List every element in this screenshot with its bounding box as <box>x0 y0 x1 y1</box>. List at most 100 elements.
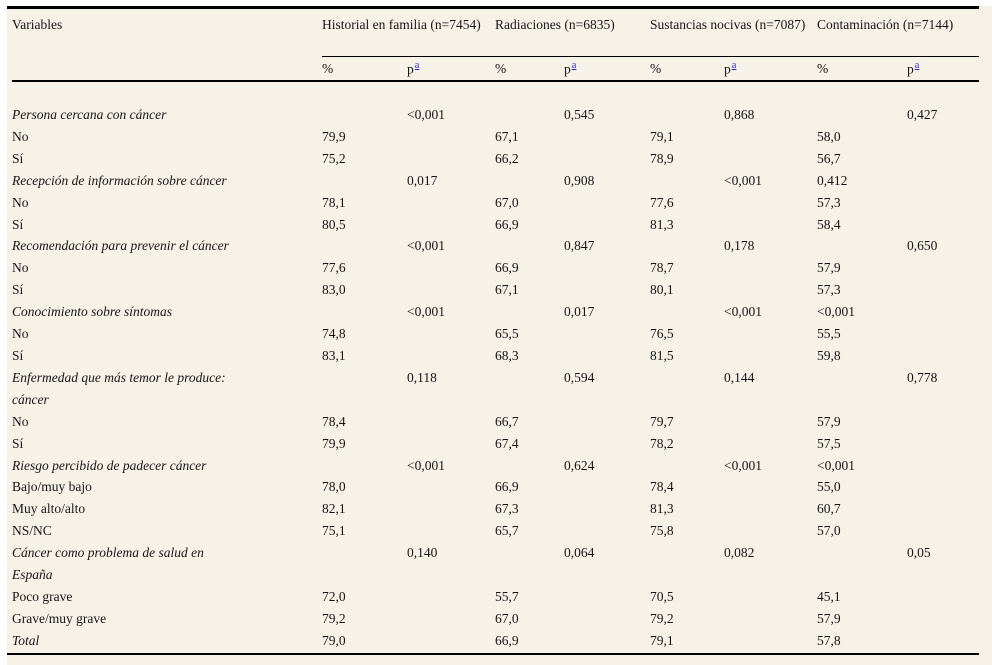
contaminacion-percent-cell: 58,0 <box>817 128 841 144</box>
row-label: Sí <box>12 150 24 166</box>
radiaciones-percent-cell: 55,7 <box>495 588 519 604</box>
sustancias-percent-cell: 79,2 <box>650 610 674 626</box>
radiaciones-percent-cell: 66,9 <box>495 216 519 232</box>
sustancias-percent-cell: 81,5 <box>650 347 674 363</box>
table-row: Grave/muy grave 79,2 67,0 79,2 57,9 <box>12 608 979 630</box>
historial-percent-cell: 79,9 <box>322 128 346 144</box>
contaminacion-p-cell: 0,427 <box>907 107 938 122</box>
p-header: pa <box>724 60 817 78</box>
p-label: p <box>564 61 571 77</box>
row-label: No <box>12 260 29 276</box>
footnote-a-link[interactable]: a <box>731 59 737 71</box>
percent-header: % <box>650 60 662 76</box>
table-row: Muy alto/alto 82,1 67,3 81,3 60,7 <box>12 498 979 520</box>
group-header-historial: Historial en familia (n=7454) <box>322 17 481 32</box>
historial-percent-cell: 83,0 <box>322 282 346 298</box>
sustancias-p-cell: 0,144 <box>724 369 755 385</box>
radiaciones-p-cell: 0,545 <box>564 107 595 122</box>
row-label: Riesgo percibido de padecer cáncer <box>12 457 207 473</box>
group-header-sustancias: Sustancias nocivas (n=7087) <box>650 17 806 32</box>
row-label: Grave/muy grave <box>12 610 107 626</box>
sustancias-percent-cell: 79,7 <box>650 413 674 429</box>
table-row: No 74,8 65,5 76,5 55,5 <box>12 323 979 345</box>
contaminacion-percent-cell: 55,0 <box>817 479 841 495</box>
historial-p-cell: <0,001 <box>407 107 445 122</box>
table-row: Conocimiento sobre síntomas <0,001 0,017… <box>12 301 979 323</box>
radiaciones-p-cell: 0,017 <box>564 304 595 320</box>
row-label: Recepción de información sobre cáncer <box>12 172 227 188</box>
table-row: Recepción de información sobre cáncer 0,… <box>12 170 979 192</box>
historial-percent-cell: 78,1 <box>322 194 346 210</box>
contaminacion-p-cell: 0,778 <box>907 369 938 385</box>
historial-p-cell: <0,001 <box>407 457 445 473</box>
footnote-a-link[interactable]: a <box>414 59 420 71</box>
historial-percent-cell: 75,2 <box>322 150 346 166</box>
sustancias-percent-cell: 78,2 <box>650 435 674 451</box>
table-row: Bajo/muy bajo 78,0 66,9 78,4 55,0 <box>12 476 979 498</box>
table-row: Poco grave 72,0 55,7 70,5 45,1 <box>12 586 979 608</box>
historial-percent-cell: 77,6 <box>322 260 346 276</box>
radiaciones-p-cell: 0,847 <box>564 238 595 254</box>
group-header-row: Variables Historial en familia (n=7454) … <box>12 9 979 56</box>
sustancias-p-cell: <0,001 <box>724 304 762 320</box>
row-label: Bajo/muy bajo <box>12 479 92 495</box>
table-body: Persona cercana con cáncer <0,001 0,545 … <box>12 82 979 653</box>
sustancias-p-cell: 0,082 <box>724 545 755 561</box>
radiaciones-percent-cell: 65,5 <box>495 326 519 342</box>
row-label: Poco grave <box>12 588 73 604</box>
table-row: Cáncer como problema de salud en España 0… <box>12 542 979 586</box>
historial-p-cell: 0,140 <box>407 545 438 561</box>
radiaciones-percent-cell: 68,3 <box>495 347 519 363</box>
sustancias-percent-cell: 78,7 <box>650 260 674 276</box>
radiaciones-p-cell: 0,624 <box>564 457 595 473</box>
subheader-row: % pa % pa % pa % pa <box>12 57 979 80</box>
group-header-contaminacion: Contaminación (n=7144) <box>817 17 954 32</box>
row-label: No <box>12 128 29 144</box>
historial-p-cell: <0,001 <box>407 304 445 320</box>
header-subrule <box>322 56 979 57</box>
percent-header: % <box>495 60 507 76</box>
table-row: Total 79,0 66,9 79,1 57,8 <box>12 630 979 652</box>
footnote-a-link[interactable]: a <box>914 59 920 71</box>
row-label: Sí <box>12 347 24 363</box>
row-label: Sí <box>12 435 24 451</box>
radiaciones-p-cell: 0,594 <box>564 369 595 385</box>
radiaciones-percent-cell: 67,4 <box>495 435 519 451</box>
contaminacion-percent-cell: 57,9 <box>817 260 841 276</box>
historial-p-cell: <0,001 <box>407 238 445 254</box>
table-row: No 78,4 66,7 79,7 57,9 <box>12 411 979 433</box>
contaminacion-percent-cell: 57,8 <box>817 632 841 648</box>
sustancias-p-cell: 0,178 <box>724 238 755 254</box>
historial-percent-cell: 83,1 <box>322 347 346 363</box>
radiaciones-percent-cell: 66,9 <box>495 479 519 495</box>
sustancias-p-cell: <0,001 <box>724 172 762 188</box>
sustancias-percent-cell: 78,9 <box>650 150 674 166</box>
row-label: Total <box>12 632 40 648</box>
table-row: No 79,9 67,1 79,1 58,0 <box>12 126 979 148</box>
contaminacion-percent-cell: 0,412 <box>817 172 848 188</box>
contaminacion-percent-cell: 57,3 <box>817 282 841 298</box>
group-header-radiaciones: Radiaciones (n=6835) <box>495 17 615 32</box>
footnote-a-link[interactable]: a <box>571 59 577 71</box>
table-header: Variables Historial en familia (n=7454) … <box>12 9 979 82</box>
historial-percent-cell: 79,9 <box>322 435 346 451</box>
radiaciones-percent-cell: 67,3 <box>495 501 519 517</box>
radiaciones-percent-cell: 66,9 <box>495 260 519 276</box>
contaminacion-p-cell: 0,05 <box>907 545 931 561</box>
historial-percent-cell: 82,1 <box>322 501 346 517</box>
sustancias-percent-cell: 77,6 <box>650 194 674 210</box>
sustancias-percent-cell: 79,1 <box>650 632 674 648</box>
historial-percent-cell: 72,0 <box>322 588 346 604</box>
table-row: Sí 83,0 67,1 80,1 57,3 <box>12 279 979 301</box>
p-label: p <box>407 61 414 77</box>
contaminacion-percent-cell: 55,5 <box>817 326 841 342</box>
table-row: No 78,1 67,0 77,6 57,3 <box>12 192 979 214</box>
p-header: pa <box>407 60 495 78</box>
sustancias-percent-cell: 76,5 <box>650 326 674 342</box>
row-label: Enfermedad que más temor le produce: cánc… <box>12 369 226 407</box>
radiaciones-percent-cell: 66,2 <box>495 150 519 166</box>
contaminacion-percent-cell: 57,3 <box>817 194 841 210</box>
row-label: No <box>12 413 29 429</box>
row-label: Sí <box>12 282 24 298</box>
radiaciones-percent-cell: 67,1 <box>495 282 519 298</box>
